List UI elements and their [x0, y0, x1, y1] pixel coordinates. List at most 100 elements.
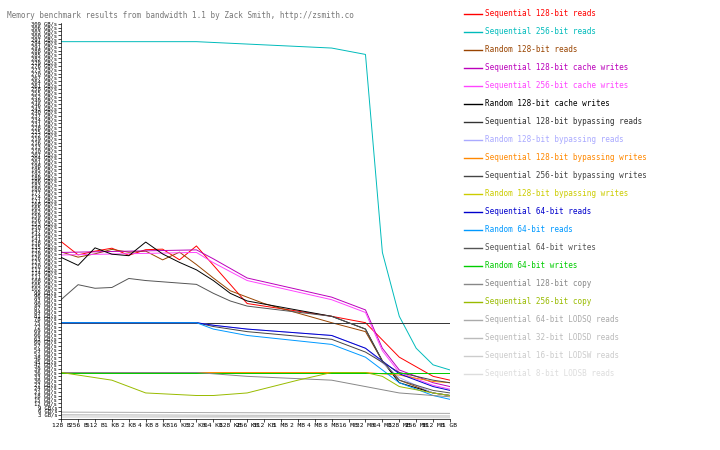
Random 128-bit bypassing reads — [175, 320, 184, 325]
Sequential 8-bit LODSB reads — [412, 415, 420, 420]
Sequential 128-bit reads — [192, 243, 201, 249]
Sequential 64-bit reads — [412, 378, 420, 383]
Random 128-bit bypassing reads — [57, 320, 66, 325]
Sequential 8-bit LODSB reads — [328, 415, 336, 420]
Sequential 32-bit LODSD reads — [57, 412, 66, 417]
Sequential 256-bit bypassing writes — [158, 320, 167, 325]
Sequential 16-bit LODSW reads — [209, 414, 217, 419]
Sequential 256-bit bypassing writes — [344, 343, 353, 348]
Random 64-bit writes — [429, 370, 438, 375]
Sequential 128-bit reads — [226, 282, 235, 287]
Random 64-bit reads — [446, 396, 454, 402]
Sequential 256-bit bypassing writes — [243, 329, 251, 334]
Sequential 64-bit reads — [125, 320, 133, 325]
Random 128-bit bypassing reads — [361, 346, 370, 351]
Sequential 64-bit LODSQ reads — [310, 410, 319, 416]
Random 128-bit reads — [107, 247, 116, 252]
Sequential 64-bit LODSQ reads — [141, 410, 150, 415]
Sequential 128-bit bypassing writes — [243, 370, 251, 375]
Sequential 256-bit reads — [344, 49, 353, 54]
Sequential 128-bit bypassing writes — [192, 370, 201, 375]
Sequential 64-bit writes — [243, 303, 251, 309]
Sequential 64-bit writes — [294, 310, 302, 315]
Sequential 8-bit LODSB reads — [73, 414, 82, 420]
Sequential 128-bit copy — [344, 381, 353, 386]
Sequential 128-bit bypassing writes — [344, 370, 353, 375]
Sequential 128-bit bypassing writes — [91, 370, 99, 375]
Sequential 256-bit copy — [57, 370, 66, 375]
Sequential 128-bit reads — [175, 257, 184, 262]
Sequential 16-bit LODSW reads — [378, 414, 387, 420]
Sequential 128-bit bypassing reads — [91, 320, 99, 325]
Random 64-bit reads — [310, 340, 319, 345]
Random 128-bit bypassing reads — [141, 320, 150, 325]
Random 64-bit writes — [395, 370, 404, 375]
Sequential 64-bit writes — [310, 311, 319, 317]
Sequential 64-bit writes — [446, 390, 454, 396]
Sequential 64-bit writes — [91, 286, 99, 291]
Random 128-bit reads — [446, 393, 454, 398]
Sequential 128-bit bypassing writes — [158, 370, 167, 375]
Random 128-bit cache writes — [141, 239, 150, 245]
Random 128-bit reads — [73, 254, 82, 260]
Random 64-bit reads — [243, 333, 251, 338]
Sequential 32-bit LODSD reads — [175, 412, 184, 418]
Random 128-bit bypassing reads — [310, 332, 319, 337]
Sequential 256-bit cache writes — [226, 269, 235, 274]
Sequential 256-bit copy — [175, 392, 184, 397]
Sequential 256-bit bypassing writes — [141, 320, 150, 325]
Sequential 256-bit reads — [378, 250, 387, 255]
Random 128-bit bypassing reads — [446, 393, 454, 398]
Sequential 32-bit LODSD reads — [361, 413, 370, 418]
Sequential 256-bit copy — [310, 374, 319, 379]
Sequential 128-bit bypassing writes — [226, 370, 235, 375]
Random 128-bit bypassing writes — [361, 370, 370, 375]
Random 128-bit cache writes — [125, 253, 133, 258]
Sequential 128-bit bypassing reads — [57, 320, 66, 325]
Sequential 64-bit LODSQ reads — [226, 410, 235, 415]
Sequential 256-bit reads — [57, 39, 66, 45]
Sequential 32-bit LODSD reads — [294, 413, 302, 418]
Sequential 64-bit writes — [209, 291, 217, 296]
Sequential 64-bit writes — [429, 388, 438, 393]
Text: Random 128-bit bypassing writes: Random 128-bit bypassing writes — [485, 189, 628, 198]
Sequential 8-bit LODSB reads — [260, 415, 269, 420]
Random 64-bit reads — [378, 367, 387, 373]
Sequential 16-bit LODSW reads — [260, 414, 269, 419]
Sequential 32-bit LODSD reads — [192, 412, 201, 418]
Sequential 128-bit bypassing reads — [446, 320, 454, 325]
Sequential 128-bit bypassing reads — [158, 320, 167, 325]
Random 128-bit bypassing reads — [328, 333, 336, 338]
Random 64-bit writes — [158, 370, 167, 375]
Random 128-bit bypassing writes — [158, 370, 167, 375]
Sequential 256-bit bypassing writes — [361, 349, 370, 355]
Text: Sequential 128-bit bypassing writes: Sequential 128-bit bypassing writes — [485, 153, 647, 162]
Sequential 32-bit LODSD reads — [158, 412, 167, 418]
Sequential 128-bit reads — [446, 378, 454, 383]
Random 128-bit reads — [276, 306, 285, 311]
Sequential 256-bit bypassing writes — [276, 332, 285, 338]
Line: Random 64-bit reads: Random 64-bit reads — [61, 323, 450, 399]
Sequential 128-bit reads — [57, 239, 66, 244]
Sequential 128-bit cache writes — [276, 283, 285, 288]
Sequential 64-bit LODSQ reads — [209, 410, 217, 415]
Sequential 128-bit bypassing writes — [107, 370, 116, 375]
Sequential 128-bit bypassing reads — [395, 320, 404, 325]
Text: Sequential 64-bit reads: Sequential 64-bit reads — [485, 207, 591, 216]
Sequential 64-bit writes — [344, 320, 353, 325]
Sequential 64-bit LODSQ reads — [73, 410, 82, 415]
Sequential 128-bit cache writes — [344, 301, 353, 306]
Random 128-bit bypassing writes — [328, 370, 336, 375]
Random 128-bit reads — [226, 288, 235, 293]
Sequential 256-bit reads — [226, 40, 235, 46]
Sequential 32-bit LODSD reads — [310, 413, 319, 418]
Random 128-bit reads — [175, 249, 184, 255]
Sequential 256-bit bypassing writes — [73, 320, 82, 325]
Line: Sequential 64-bit reads: Sequential 64-bit reads — [61, 323, 450, 391]
Line: Random 128-bit bypassing reads: Random 128-bit bypassing reads — [61, 323, 450, 396]
Sequential 128-bit copy — [73, 370, 82, 375]
Random 128-bit cache writes — [446, 393, 454, 398]
Sequential 128-bit bypassing writes — [361, 370, 370, 375]
Sequential 128-bit bypassing writes — [412, 376, 420, 381]
Sequential 256-bit cache writes — [310, 293, 319, 298]
